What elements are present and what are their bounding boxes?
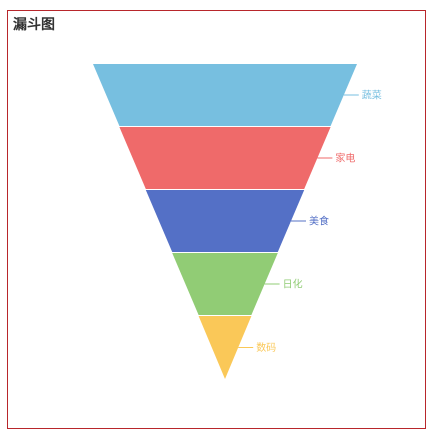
funnel-label-2: 家电 [335, 152, 355, 165]
funnel-label-3: 美食 [309, 215, 329, 228]
funnel-label-1: 蔬菜 [362, 90, 382, 102]
funnel-label-4: 日化 [283, 278, 303, 291]
funnel-segment-4[interactable] [172, 253, 278, 315]
chart-title: 漏斗图 [13, 17, 55, 33]
funnel-segment-5[interactable] [198, 316, 252, 379]
funnel-segment-1[interactable] [93, 64, 357, 126]
chart-container: 漏斗图 蔬菜家电美食日化数码 [7, 10, 426, 429]
funnel-segment-3[interactable] [145, 190, 305, 252]
funnel-segment-2[interactable] [119, 127, 331, 189]
funnel-label-5: 数码 [256, 341, 276, 354]
